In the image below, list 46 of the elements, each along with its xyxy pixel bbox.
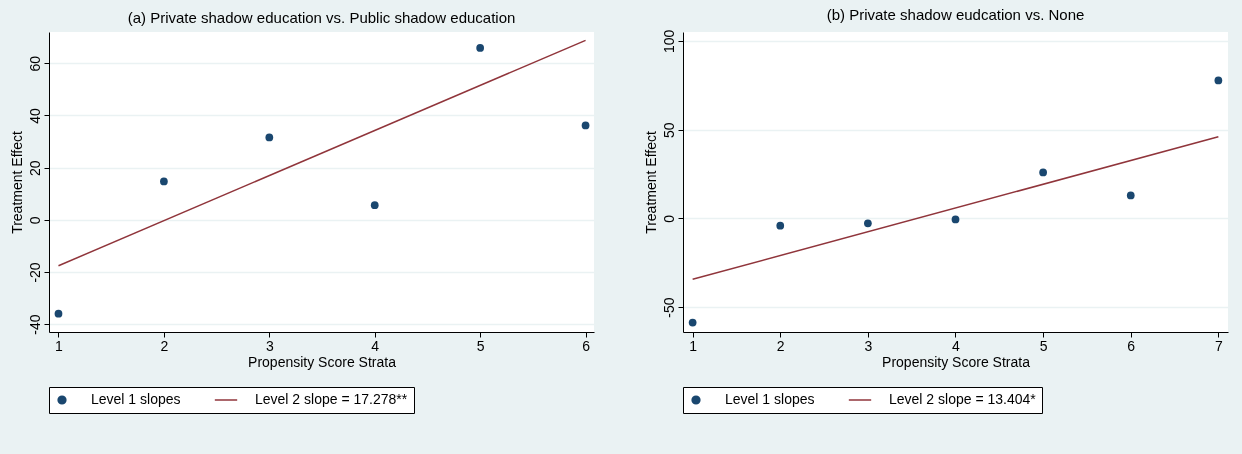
y-tick-label: 0 — [660, 214, 677, 223]
point — [1039, 168, 1047, 177]
legend-label: Level 1 slopes — [725, 391, 815, 407]
x-tick-label: 2 — [160, 337, 169, 354]
y-tick-label: -20 — [26, 262, 43, 283]
x-tick-label: 4 — [371, 337, 380, 354]
y-tick-label: 40 — [26, 107, 43, 124]
point — [581, 121, 590, 130]
point — [54, 309, 63, 318]
y-tick-label: -40 — [26, 314, 43, 335]
chart-title: (b) Private shadow eudcation vs. None — [826, 6, 1085, 24]
y-tick-label: -50 — [660, 297, 677, 318]
legend-label: Level 2 slope = 13.404* — [889, 391, 1037, 407]
chart-title: (a) Private shadow education vs. Public shadow education — [127, 9, 516, 26]
point — [160, 177, 168, 186]
point — [688, 318, 697, 327]
legend-label: Level 2 slope = 17.278** — [255, 391, 408, 407]
y-tick-label: 100 — [660, 29, 677, 54]
y-tick-label: 20 — [26, 160, 43, 176]
x-tick-label: 2 — [776, 337, 785, 354]
point — [864, 219, 872, 228]
x-tick-label: 5 — [1039, 337, 1048, 354]
x-tick-label: 1 — [55, 337, 64, 354]
x-tick-label: 5 — [476, 337, 485, 354]
x-tick-label: 7 — [1214, 337, 1223, 354]
point — [476, 44, 485, 52]
x-axis-title: Propensity Score Strata — [882, 353, 1031, 370]
x-tick-label: 3 — [265, 337, 274, 354]
y-axis-title: Treatment Effect — [8, 131, 25, 234]
y-tick-label: 0 — [26, 216, 43, 225]
y-tick-label: 50 — [660, 122, 677, 138]
x-tick-label: 4 — [952, 337, 961, 354]
point — [370, 201, 379, 210]
y-axis-title: Treatment Effect — [642, 131, 659, 234]
point — [1126, 191, 1135, 200]
x-tick-label: 3 — [864, 337, 873, 354]
y-tick-label: 60 — [26, 55, 43, 72]
point — [265, 133, 274, 142]
point — [951, 215, 960, 224]
legend-label: Level 1 slopes — [91, 391, 181, 407]
x-tick-label: 6 — [582, 337, 591, 354]
x-tick-label: 6 — [1127, 337, 1136, 354]
x-axis-title: Propensity Score Strata — [248, 353, 397, 370]
point — [1214, 76, 1223, 85]
x-tick-label: 1 — [689, 337, 698, 354]
point — [776, 221, 785, 230]
